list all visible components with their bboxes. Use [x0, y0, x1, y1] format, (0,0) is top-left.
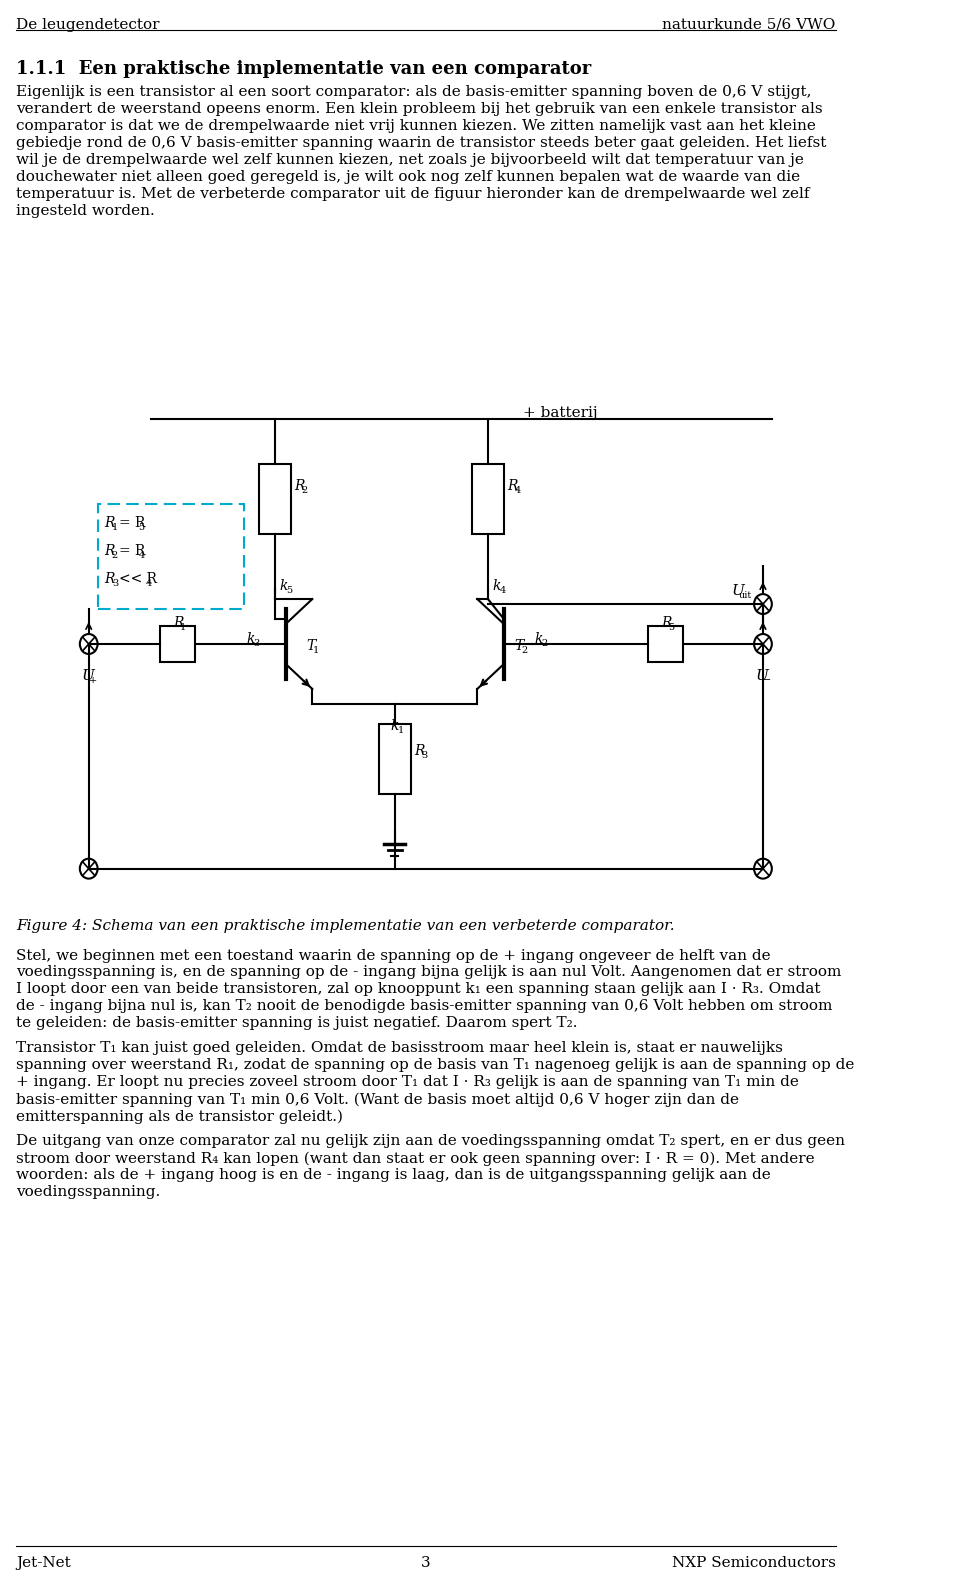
Text: voedingsspanning.: voedingsspanning. — [16, 1184, 160, 1199]
Text: 2: 2 — [301, 486, 308, 495]
Text: R: R — [508, 480, 518, 494]
Text: 3: 3 — [111, 579, 118, 588]
Text: natuurkunde 5/6 VWO: natuurkunde 5/6 VWO — [662, 17, 836, 31]
Text: +: + — [88, 676, 97, 684]
Text: verandert de weerstand opeens enorm. Een klein probleem bij het gebruik van een : verandert de weerstand opeens enorm. Een… — [16, 102, 823, 116]
Bar — [379, 724, 411, 794]
Text: voedingsspanning is, en de spanning op de - ingang bijna gelijk is aan nul Volt.: voedingsspanning is, en de spanning op d… — [16, 966, 841, 980]
Text: De uitgang van onze comparator zal nu gelijk zijn aan de voedingsspanning omdat : De uitgang van onze comparator zal nu ge… — [16, 1134, 845, 1148]
Text: + batterij: + batterij — [523, 406, 598, 420]
Text: woorden: als de + ingang hoog is en de - ingang is laag, dan is de uitgangsspann: woorden: als de + ingang hoog is en de -… — [16, 1169, 771, 1183]
Text: ingesteld worden.: ingesteld worden. — [16, 203, 155, 217]
Text: Stel, we beginnen met een toestand waarin de spanning op de + ingang ongeveer de: Stel, we beginnen met een toestand waari… — [16, 949, 771, 963]
Text: 4: 4 — [515, 486, 521, 495]
Text: emitterspanning als de transistor geleidt.): emitterspanning als de transistor geleid… — [16, 1109, 343, 1123]
Text: 3: 3 — [421, 750, 427, 760]
Text: k: k — [247, 632, 255, 647]
Text: 4: 4 — [138, 551, 145, 560]
Text: R: R — [415, 744, 425, 758]
Text: uit: uit — [739, 591, 753, 599]
Text: 4: 4 — [146, 579, 152, 588]
Text: Transistor T₁ kan juist goed geleiden. Omdat de basisstroom maar heel klein is, : Transistor T₁ kan juist goed geleiden. O… — [16, 1041, 782, 1055]
Text: 3: 3 — [421, 1556, 431, 1570]
Text: spanning over weerstand R₁, zodat de spanning op de basis van T₁ nagenoeg gelijk: spanning over weerstand R₁, zodat de spa… — [16, 1059, 854, 1073]
Text: 4: 4 — [499, 587, 506, 595]
Text: R: R — [105, 544, 115, 558]
Text: Figure 4: Schema van een praktische implementatie van een verbeterde comparator.: Figure 4: Schema van een praktische impl… — [16, 919, 675, 933]
Text: + ingang. Er loopt nu precies zoveel stroom door T₁ dat I · R₃ gelijk is aan de : + ingang. Er loopt nu precies zoveel str… — [16, 1076, 799, 1090]
Text: de - ingang bijna nul is, kan T₂ nooit de benodigde basis-emitter spanning van 0: de - ingang bijna nul is, kan T₂ nooit d… — [16, 999, 832, 1013]
Text: k: k — [492, 579, 501, 593]
Text: R: R — [105, 573, 115, 587]
Text: R: R — [295, 480, 305, 494]
Text: 1: 1 — [111, 524, 118, 532]
Text: comparator is dat we de drempelwaarde niet vrij kunnen kiezen. We zitten namelij: comparator is dat we de drempelwaarde ni… — [16, 120, 816, 132]
Text: I loopt door een van beide transistoren, zal op knooppunt k₁ een spanning staan : I loopt door een van beide transistoren,… — [16, 983, 821, 996]
Text: T: T — [515, 639, 524, 653]
Text: k: k — [391, 719, 398, 733]
Text: NXP Semiconductors: NXP Semiconductors — [672, 1556, 836, 1570]
Text: stroom door weerstand R₄ kan lopen (want dan staat er ook geen spanning over: I : stroom door weerstand R₄ kan lopen (want… — [16, 1151, 815, 1166]
Text: = R: = R — [119, 516, 145, 530]
Text: Jet-Net: Jet-Net — [16, 1556, 71, 1570]
Text: 1.1.1  Een praktische implementatie van een comparator: 1.1.1 Een praktische implementatie van e… — [16, 60, 591, 79]
Text: T: T — [306, 639, 315, 653]
Text: 1: 1 — [313, 647, 320, 654]
Bar — [648, 626, 684, 662]
Text: 5: 5 — [286, 587, 293, 595]
Text: k: k — [279, 579, 288, 593]
Text: U: U — [82, 669, 94, 683]
Text: gebiedje rond de 0,6 V basis-emitter spanning waarin de transistor steeds beter : gebiedje rond de 0,6 V basis-emitter spa… — [16, 135, 827, 149]
Text: 1: 1 — [180, 623, 186, 632]
Text: basis-emitter spanning van T₁ min 0,6 Volt. (Want de basis moet altijd 0,6 V hog: basis-emitter spanning van T₁ min 0,6 Vo… — [16, 1092, 739, 1107]
Text: 2: 2 — [111, 551, 118, 560]
Text: = R: = R — [119, 544, 145, 558]
Bar — [472, 464, 504, 535]
Text: U: U — [732, 584, 745, 598]
Bar — [259, 464, 291, 535]
Text: wil je de drempelwaarde wel zelf kunnen kiezen, net zoals je bijvoorbeeld wilt d: wil je de drempelwaarde wel zelf kunnen … — [16, 153, 804, 167]
Text: k: k — [534, 632, 542, 647]
Text: R: R — [105, 516, 115, 530]
Text: te geleiden: de basis-emitter spanning is juist negatief. Daarom spert T₂.: te geleiden: de basis-emitter spanning i… — [16, 1016, 578, 1030]
Text: << R: << R — [119, 573, 156, 587]
Text: −: − — [763, 676, 771, 684]
Text: 1: 1 — [397, 725, 404, 735]
Text: 5: 5 — [668, 623, 674, 632]
Text: temperatuur is. Met de verbeterde comparator uit de figuur hieronder kan de drem: temperatuur is. Met de verbeterde compar… — [16, 187, 809, 201]
Text: 2: 2 — [541, 639, 547, 648]
Text: 5: 5 — [138, 524, 145, 532]
Text: 2: 2 — [521, 647, 528, 654]
Text: Eigenlijk is een transistor al een soort comparator: als de basis-emitter spanni: Eigenlijk is een transistor al een soort… — [16, 85, 811, 99]
Text: De leugendetector: De leugendetector — [16, 17, 159, 31]
Text: R: R — [173, 617, 183, 631]
Text: douchewater niet alleen goed geregeld is, je wilt ook nog zelf kunnen bepalen wa: douchewater niet alleen goed geregeld is… — [16, 170, 800, 184]
Text: R: R — [660, 617, 671, 631]
Text: 3: 3 — [253, 639, 260, 648]
Bar — [159, 626, 195, 662]
Text: U: U — [756, 669, 769, 683]
